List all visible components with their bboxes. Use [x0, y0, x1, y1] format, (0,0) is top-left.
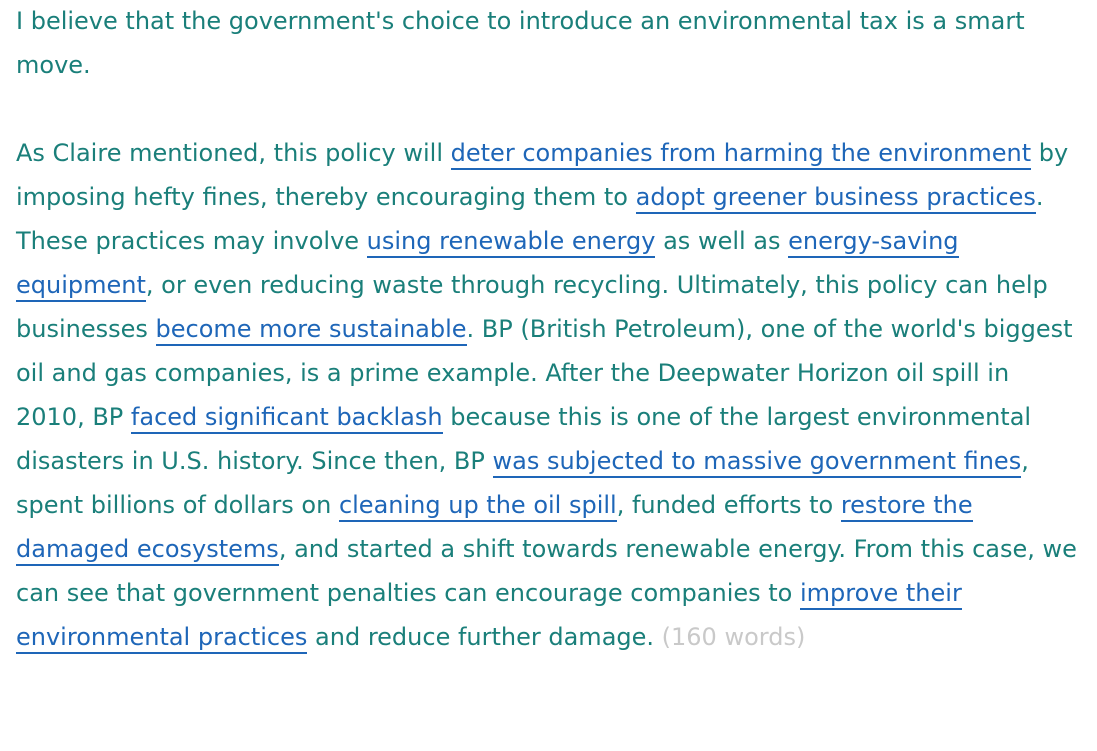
- body-text: , spent billions of dollars on: [16, 447, 1029, 519]
- body-text: , and started a shift towards renewable …: [16, 535, 1077, 607]
- body-text: as well as: [655, 227, 789, 255]
- essay-body: I believe that the government's choice t…: [16, 7, 1081, 659]
- body-text: because this is one of the largest envir…: [16, 403, 1032, 475]
- highlighted-phrase: using renewable energy: [366, 227, 656, 258]
- body-text: , funded efforts to: [616, 491, 841, 519]
- body-text: . BP (British Petroleum), one of the wor…: [16, 315, 1073, 431]
- body-text: . These practices may involve: [16, 183, 1044, 255]
- highlighted-phrase: faced significant backlash: [130, 403, 443, 434]
- body-text: by imposing hefty fines, thereby encoura…: [16, 139, 1069, 211]
- body-text: As Claire mentioned, this policy will: [16, 139, 451, 167]
- highlighted-phrase: restore the damaged ecosystems: [16, 491, 973, 566]
- highlighted-phrase: deter companies from harming the environ…: [450, 139, 1032, 170]
- essay-paragraph-main: As Claire mentioned, this policy will de…: [16, 131, 1081, 659]
- word-count: (160 words): [661, 623, 806, 651]
- essay-paragraph-intro: I believe that the government's choice t…: [16, 7, 1025, 79]
- highlighted-phrase: adopt greener business practices: [635, 183, 1036, 214]
- body-text: and reduce further damage.: [307, 623, 662, 651]
- highlighted-phrase: cleaning up the oil spill: [338, 491, 617, 522]
- highlighted-phrase: become more sustainable: [155, 315, 467, 346]
- paragraph-gap: [16, 87, 1081, 131]
- body-text: , or even reducing waste through recycli…: [16, 271, 1048, 343]
- highlighted-phrase: was subjected to massive government fine…: [492, 447, 1022, 478]
- highlighted-phrase: improve their environmental practices: [16, 579, 962, 654]
- highlighted-phrase: energy-saving equipment: [16, 227, 959, 302]
